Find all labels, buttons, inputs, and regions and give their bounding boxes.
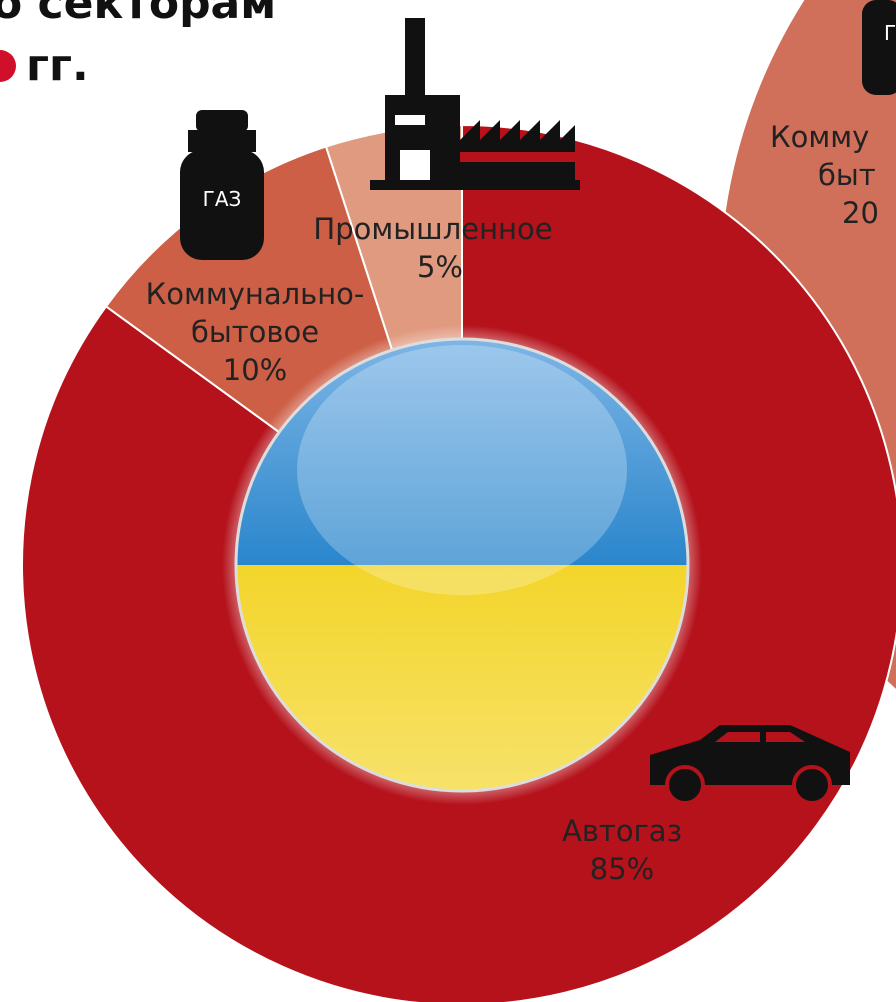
- flag-ring: [234, 337, 690, 793]
- icon-text: ГАЗ: [203, 187, 242, 211]
- category-label: Автогаз: [562, 814, 682, 848]
- gas-icon: [180, 110, 264, 260]
- value-label: 5%: [416, 250, 463, 284]
- car-icon: [650, 725, 850, 805]
- value-label: 85%: [589, 852, 655, 886]
- factory-icon: [370, 18, 580, 190]
- category-label: Коммунально-бытовое: [145, 277, 365, 349]
- cropped-text: 20: [842, 196, 879, 230]
- title: гг.: [26, 40, 89, 91]
- icon-text: Г: [884, 21, 896, 45]
- cropped-text: быт: [818, 158, 876, 192]
- cropped-text: Комму: [770, 120, 870, 154]
- title: о секторам: [0, 0, 277, 29]
- slice-label: Промышленное 5%: [283, 210, 583, 286]
- category-label: Промышленное: [313, 212, 553, 246]
- slice-label: Автогаз 85%: [522, 812, 722, 888]
- right-gas-icon: [862, 0, 896, 95]
- title-digit: [0, 50, 16, 82]
- value-label: 10%: [222, 353, 288, 387]
- slice-label: Коммунально-бытовое 10%: [120, 275, 390, 389]
